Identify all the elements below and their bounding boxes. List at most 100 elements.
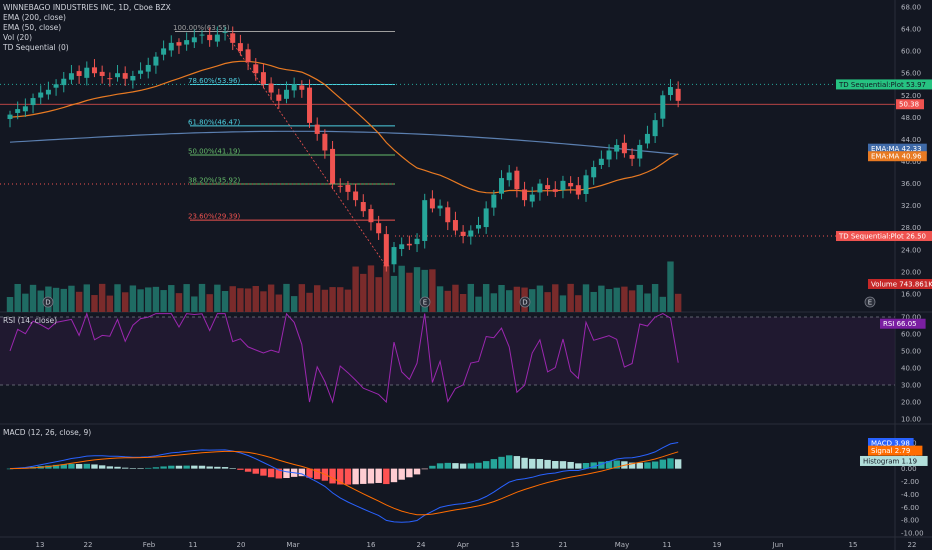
macd-legend[interactable]: MACD (12, 26, close, 9): [3, 428, 92, 437]
candle-body: [145, 64, 151, 72]
macd-histogram-bar: [137, 468, 144, 469]
candle-body: [253, 64, 259, 74]
candle-body: [452, 220, 458, 231]
volume-bar: [275, 294, 282, 312]
volume-bar: [367, 265, 375, 312]
volume-bar: [37, 290, 44, 312]
event-marker-icon: [864, 296, 876, 308]
td-lower-badge-bg: [836, 231, 932, 242]
ema50-badge-bg: [868, 151, 927, 162]
candle-body: [506, 172, 512, 181]
rsi-line: [9, 311, 679, 404]
macd-histogram-bar: [191, 465, 198, 469]
candle-body: [299, 85, 305, 90]
study-td-sequential[interactable]: TD Sequential (0): [3, 43, 69, 52]
macd-histogram-bar: [122, 467, 129, 469]
macd-histogram-bar: [490, 459, 498, 469]
rsi-tick-label: 10.00: [901, 416, 921, 424]
macd-histogram-bar: [383, 468, 390, 485]
macd-histogram-bar: [60, 464, 67, 469]
macd-histogram-bar: [406, 468, 413, 478]
study-ema50[interactable]: EMA (50, close): [3, 23, 62, 32]
candle-body: [598, 158, 604, 166]
rsi-badge-bg: [880, 318, 926, 329]
volume-badge: Volume 743.861K: [871, 281, 932, 289]
volume-bar: [598, 285, 605, 312]
candle-body: [644, 133, 650, 144]
study-ema200[interactable]: EMA (200, close): [3, 13, 66, 22]
volume-bar: [91, 295, 98, 312]
macd-tick-label: -2.00: [901, 478, 919, 486]
candle-body: [345, 184, 351, 192]
event-marker-icon: [519, 296, 531, 308]
volume-bar: [452, 284, 459, 312]
candle-body: [76, 71, 82, 76]
symbol-title[interactable]: WINNEBAGO INDUSTRIES INC, 1D, Cboe BZX: [3, 3, 171, 12]
candle-body: [460, 231, 466, 237]
candle-body: [214, 34, 220, 42]
volume-bar: [168, 285, 175, 312]
volume-bar: [298, 284, 306, 312]
macd-histogram-bar: [590, 462, 597, 469]
macd-histogram-bar: [221, 467, 229, 469]
x-tick-label: 22: [84, 541, 93, 549]
macd-histogram-bar: [506, 455, 513, 469]
macd-histogram-bar: [529, 458, 536, 469]
volume-bar: [106, 295, 114, 312]
volume-bar: [129, 285, 137, 312]
candle-body: [368, 209, 374, 223]
volume-bar: [482, 284, 490, 312]
price-tick-label: 20.00: [901, 268, 921, 276]
candle-body: [260, 72, 266, 85]
volume-bar: [651, 284, 659, 312]
macd-histogram-bar: [45, 465, 52, 469]
volume-bar: [344, 289, 352, 312]
volume-bar: [14, 283, 21, 312]
macd-histogram-bar: [145, 467, 152, 469]
fib-level-label: 50.00%(41.19): [188, 147, 240, 155]
fib-level-label: 23.60%(29.39): [188, 213, 240, 221]
last-price-badge: 50.38: [899, 101, 919, 109]
volume-bar: [60, 288, 67, 312]
candle-body: [176, 42, 182, 46]
candle-body: [314, 124, 320, 134]
volume-bar: [283, 283, 290, 312]
candle-body: [583, 175, 589, 195]
macd-histogram-bar: [552, 461, 559, 469]
volume-bar: [567, 283, 574, 312]
macd-histogram-bar: [75, 464, 83, 469]
macd-histogram-bar: [52, 464, 60, 469]
candle-body: [429, 198, 435, 209]
volume-bar: [137, 289, 144, 312]
volume-bar: [329, 287, 336, 312]
macd-histogram-bar: [605, 460, 613, 469]
candle-body: [53, 84, 59, 88]
signal-badge-bg: [868, 445, 923, 456]
macd-histogram-bar: [567, 461, 574, 469]
candle-body: [383, 234, 389, 267]
macd-histogram-bar: [306, 468, 313, 478]
candle-body: [499, 178, 505, 194]
x-tick-label: Jun: [772, 541, 784, 549]
volume-bar: [22, 293, 29, 312]
x-tick-label: 15: [849, 541, 858, 549]
rsi-legend[interactable]: RSI (14, close): [3, 316, 58, 325]
volume-bar: [360, 273, 367, 312]
candle-body: [360, 202, 366, 212]
volume-bar: [398, 265, 405, 312]
macd-histogram-bar: [521, 457, 528, 469]
rsi-tick-label: 50.00: [901, 348, 921, 356]
macd-histogram-bar: [598, 461, 605, 469]
volume-bar: [183, 284, 190, 312]
candle-body: [84, 67, 90, 78]
candle-body: [22, 106, 28, 112]
candle-body: [552, 189, 558, 192]
volume-bar: [83, 284, 90, 312]
candle-body: [322, 133, 328, 151]
macd-histogram-bar: [106, 466, 114, 469]
study-volume[interactable]: Vol (20): [3, 33, 33, 42]
x-tick-label: 13: [36, 541, 45, 549]
macd-histogram-bar: [275, 468, 282, 479]
candle-body: [637, 144, 643, 159]
